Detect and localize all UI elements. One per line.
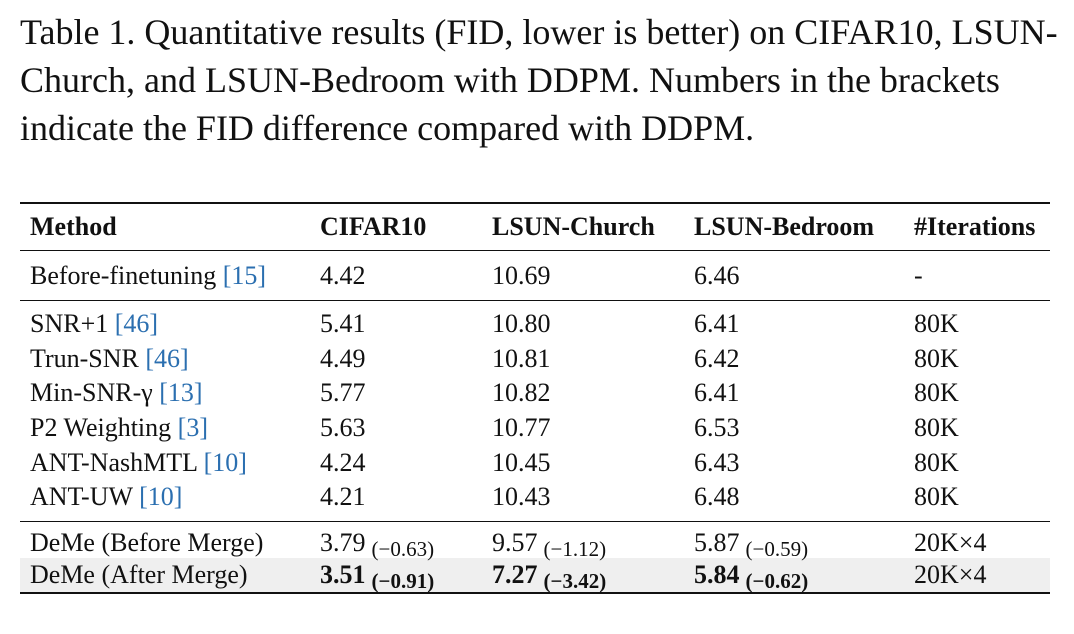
- cell-lsun-church: 10.43: [492, 482, 551, 512]
- table-row-deme-before: DeMe (Before Merge) 3.79 (−0.63) 9.57 (−1.…: [20, 521, 1050, 561]
- cell-method: Trun-SNR [46]: [30, 343, 189, 373]
- table-row-deme-after: DeMe (After Merge) 3.51 (−0.91) 7.27 (−3.4…: [20, 557, 1050, 593]
- cell-lsun-bedroom: 6.41: [694, 309, 740, 339]
- header-lsun-church: LSUN-Church: [492, 212, 655, 241]
- cell-lsun-church: 10.69: [492, 260, 551, 290]
- cell-method: Min-SNR-γ [13]: [30, 378, 203, 408]
- cell-method: ANT-NashMTL [10]: [30, 447, 247, 477]
- cell-lsun-bedroom: 6.53: [694, 413, 740, 443]
- cell-iterations: 80K: [914, 378, 959, 408]
- citation-link[interactable]: [46]: [145, 343, 189, 373]
- cell-cifar10: 4.21: [320, 482, 366, 512]
- cell-lsun-bedroom: 6.42: [694, 343, 740, 373]
- table-row: Trun-SNR [46] 4.49 10.81 6.42 80K: [20, 342, 1050, 377]
- cell-lsun-bedroom: 6.41: [694, 378, 740, 408]
- results-table: Method CIFAR10 LSUN-Church LSUN-Bedroom …: [20, 202, 1050, 594]
- cell-method: SNR+1 [46]: [30, 309, 159, 339]
- cell-cifar10: 3.51 (−0.91): [320, 559, 435, 593]
- cell-lsun-church: 10.82: [492, 378, 551, 408]
- header-method: Method: [30, 212, 117, 241]
- fid-difference: (−0.59): [745, 536, 809, 561]
- cell-lsun-bedroom: 6.46: [694, 260, 740, 290]
- citation-link[interactable]: [3]: [177, 413, 208, 443]
- cell-cifar10: 4.24: [320, 447, 366, 477]
- citation-link[interactable]: [10]: [139, 482, 183, 512]
- table-row-baseline: Before-finetuning [15] 4.42 10.69 6.46 -: [20, 251, 1050, 301]
- cell-iterations: 20K×4: [914, 527, 987, 557]
- header-row: Method CIFAR10 LSUN-Church LSUN-Bedroom …: [20, 203, 1050, 251]
- fid-difference: (−3.42): [543, 568, 607, 593]
- cell-method: DeMe (Before Merge): [30, 527, 264, 557]
- cell-lsun-bedroom: 5.87 (−0.59): [694, 527, 809, 561]
- fid-difference: (−0.91): [371, 568, 435, 593]
- cell-lsun-church: 7.27 (−3.42): [492, 559, 607, 593]
- cell-lsun-bedroom: 6.43: [694, 447, 740, 477]
- header-cifar10: CIFAR10: [320, 212, 427, 241]
- cell-iterations: 80K: [914, 343, 959, 373]
- cell-lsun-bedroom: 5.84 (−0.62): [694, 559, 809, 593]
- table-caption: Table 1. Quantitative results (FID, lowe…: [20, 12, 1058, 148]
- cell-iterations: 80K: [914, 309, 959, 339]
- header-lsun-bedroom: LSUN-Bedroom: [694, 212, 875, 241]
- cell-iterations: 80K: [914, 482, 959, 512]
- citation-link[interactable]: [13]: [159, 378, 203, 408]
- table-row: ANT-NashMTL [10] 4.24 10.45 6.43 80K: [20, 445, 1050, 480]
- citation-link[interactable]: [10]: [203, 447, 247, 477]
- cell-iterations: 20K×4: [914, 559, 987, 589]
- cell-lsun-church: 10.77: [492, 413, 551, 443]
- cell-iterations: -: [914, 260, 923, 290]
- cell-cifar10: 4.49: [320, 343, 366, 373]
- cell-method: Before-finetuning [15]: [30, 260, 267, 290]
- citation-link[interactable]: [46]: [114, 309, 159, 339]
- cell-iterations: 80K: [914, 413, 959, 443]
- cell-method: ANT-UW [10]: [30, 482, 183, 512]
- table-row: SNR+1 [46] 5.41 10.80 6.41 80K: [20, 301, 1050, 342]
- cell-iterations: 80K: [914, 447, 959, 477]
- fid-difference: (−0.63): [371, 536, 435, 561]
- citation-link[interactable]: [15]: [222, 260, 267, 290]
- cell-cifar10: 4.42: [320, 260, 366, 290]
- cell-cifar10: 5.41: [320, 309, 366, 339]
- cell-cifar10: 3.79 (−0.63): [320, 527, 435, 561]
- table-row: Min-SNR-γ [13] 5.77 10.82 6.41 80K: [20, 376, 1050, 411]
- fid-difference: (−0.62): [745, 568, 809, 593]
- table-row: ANT-UW [10] 4.21 10.43 6.48 80K: [20, 480, 1050, 522]
- cell-lsun-church: 9.57 (−1.12): [492, 527, 607, 561]
- cell-cifar10: 5.77: [320, 378, 366, 408]
- cell-lsun-church: 10.45: [492, 447, 551, 477]
- cell-lsun-church: 10.81: [492, 343, 551, 373]
- cell-cifar10: 5.63: [320, 413, 366, 443]
- fid-difference: (−1.12): [543, 536, 607, 561]
- table-row: P2 Weighting [3] 5.63 10.77 6.53 80K: [20, 411, 1050, 446]
- cell-method: P2 Weighting [3]: [30, 413, 208, 443]
- cell-lsun-bedroom: 6.48: [694, 482, 740, 512]
- header-iterations: #Iterations: [914, 212, 1036, 241]
- cell-method: DeMe (After Merge): [30, 559, 248, 589]
- cell-lsun-church: 10.80: [492, 309, 551, 339]
- results-table-container: Method CIFAR10 LSUN-Church LSUN-Bedroom …: [20, 202, 1050, 594]
